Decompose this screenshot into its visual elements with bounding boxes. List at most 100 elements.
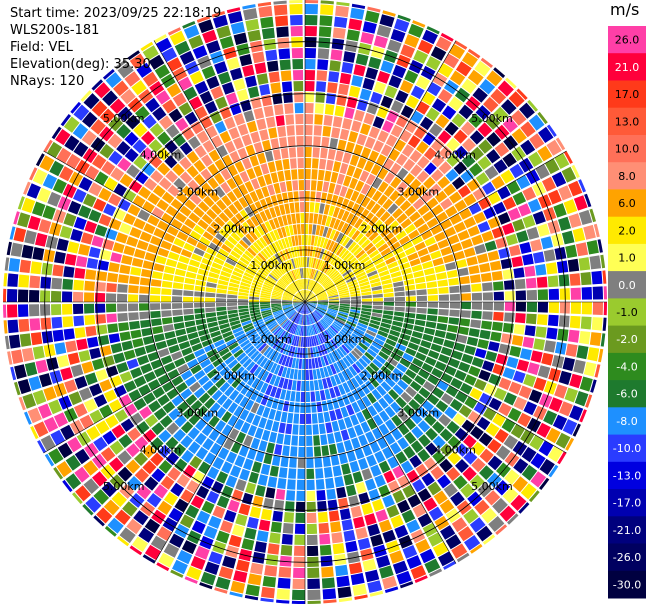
velocity-bin (511, 256, 523, 268)
velocity-bin (76, 338, 88, 351)
velocity-bin (548, 397, 563, 413)
velocity-bin (140, 147, 155, 161)
velocity-bin (355, 205, 365, 217)
velocity-bin (318, 522, 330, 534)
velocity-bin (541, 352, 554, 366)
velocity-bin (242, 372, 253, 383)
velocity-bin (277, 329, 285, 339)
velocity-bin (265, 246, 274, 256)
velocity-bin (269, 231, 277, 242)
velocity-bin (84, 220, 98, 234)
velocity-bin (411, 331, 423, 339)
velocity-bin (314, 286, 323, 294)
velocity-bin (365, 173, 376, 186)
velocity-bin (414, 575, 428, 583)
velocity-bin (259, 357, 268, 368)
velocity-bin (558, 370, 572, 385)
velocity-bin (193, 297, 205, 302)
velocity-bin (319, 274, 327, 284)
velocity-bin (307, 299, 317, 302)
velocity-bin (391, 414, 403, 427)
velocity-bin (165, 124, 180, 138)
velocity-bin (206, 208, 218, 220)
velocity-bin (168, 408, 181, 421)
velocity-bin (306, 293, 314, 301)
velocity-bin (268, 274, 278, 282)
velocity-bin (145, 414, 159, 428)
velocity-bin (144, 544, 161, 561)
velocity-bin (307, 300, 317, 302)
velocity-bin (337, 372, 346, 383)
velocity-bin (306, 512, 317, 523)
velocity-bin (239, 409, 250, 421)
velocity-bin (583, 224, 596, 240)
velocity-bin (259, 198, 268, 210)
velocity-bin (168, 251, 180, 261)
velocity-bin (306, 479, 315, 490)
colorbar-swatch (608, 243, 646, 272)
velocity-bin (352, 363, 361, 374)
velocity-bin (282, 332, 290, 343)
velocity-bin (462, 466, 477, 482)
velocity-bin (397, 379, 409, 391)
velocity-bin (405, 302, 417, 307)
velocity-bin (347, 281, 359, 288)
velocity-bin (299, 303, 305, 313)
velocity-bin (156, 147, 170, 161)
velocity-bin (460, 121, 476, 136)
velocity-bin (196, 405, 208, 418)
velocity-bin (380, 247, 392, 257)
velocity-bin (150, 235, 162, 247)
velocity-bin (328, 307, 339, 311)
velocity-bin (360, 383, 371, 395)
velocity-bin (318, 423, 326, 435)
velocity-bin (308, 314, 313, 325)
velocity-bin (343, 325, 354, 333)
velocity-bin (513, 458, 529, 474)
velocity-bin (425, 107, 440, 122)
velocity-bin (307, 246, 311, 257)
velocity-bin (332, 543, 345, 555)
velocity-bin (59, 166, 74, 182)
velocity-bin (37, 440, 47, 453)
velocity-bin (397, 423, 410, 436)
velocity-bin (216, 310, 227, 316)
velocity-bin (67, 241, 80, 254)
velocity-bin (219, 275, 230, 282)
velocity-bin (119, 371, 133, 383)
velocity-bin (338, 290, 349, 295)
velocity-bin (83, 292, 95, 302)
range-ring-label: 2.00km (361, 222, 403, 235)
velocity-bin (527, 198, 542, 213)
velocity-bin (312, 312, 320, 321)
velocity-bin (265, 49, 278, 61)
velocity-bin (250, 312, 261, 317)
velocity-bin (88, 182, 103, 197)
velocity-bin (13, 211, 20, 225)
velocity-bin (321, 577, 335, 589)
velocity-bin (373, 414, 384, 427)
velocity-bin (296, 314, 301, 324)
velocity-bin (414, 375, 426, 386)
velocity-bin (421, 472, 435, 487)
velocity-bin (160, 475, 175, 490)
velocity-bin (198, 329, 209, 337)
velocity-bin (150, 452, 164, 467)
velocity-bin (196, 510, 211, 524)
velocity-bin (313, 435, 321, 446)
velocity-bin (206, 490, 220, 504)
velocity-bin (365, 569, 380, 583)
velocity-bin (266, 319, 276, 327)
velocity-bin (350, 572, 365, 586)
velocity-bin (181, 126, 195, 141)
velocity-bin (128, 285, 139, 294)
velocity-bin (474, 348, 487, 359)
velocity-bin (158, 429, 172, 443)
velocity-bin (133, 510, 149, 526)
velocity-bin (137, 355, 150, 366)
velocity-bin (457, 185, 471, 198)
velocity-bin (306, 303, 313, 312)
velocity-bin (332, 465, 342, 477)
velocity-bin (222, 555, 237, 569)
velocity-bin (438, 161, 452, 175)
